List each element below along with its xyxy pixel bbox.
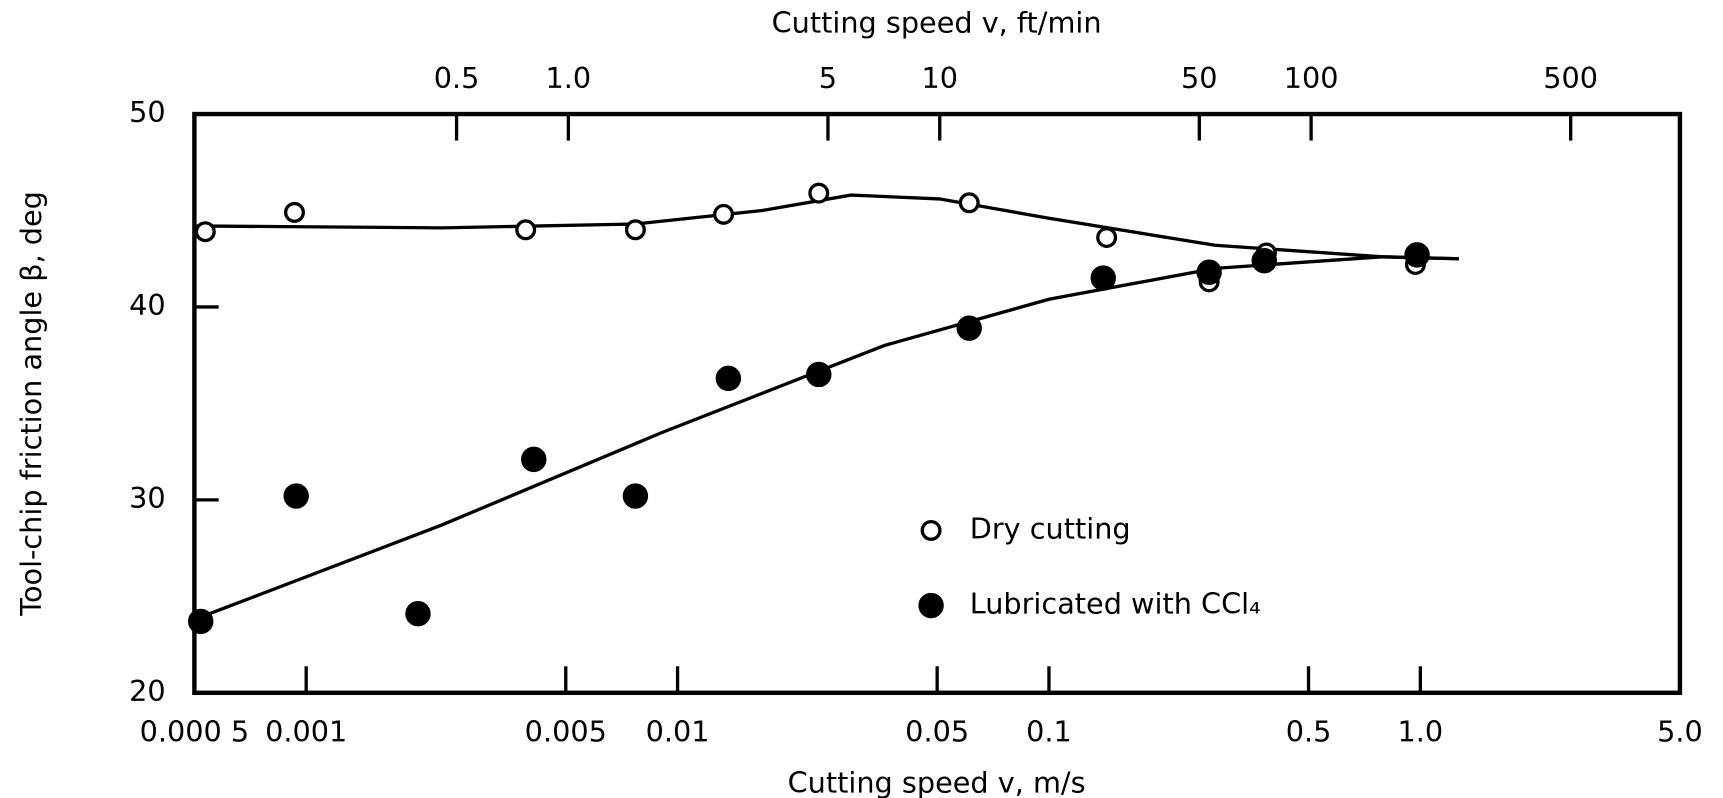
y-tick-label: 50 xyxy=(129,95,166,129)
x2-tick-label: 500 xyxy=(1543,61,1598,95)
x2-axis-label: Cutting speed v, ft/min xyxy=(772,6,1102,40)
x2-tick-label: 5 xyxy=(819,61,837,95)
x2-tick-label: 0.5 xyxy=(434,61,480,95)
data-point xyxy=(624,219,646,241)
data-point xyxy=(806,361,832,388)
legend-marker xyxy=(918,592,944,619)
data-point xyxy=(1251,247,1277,274)
x-tick-label: 0.000 5 xyxy=(140,715,250,749)
data-point xyxy=(808,182,830,204)
fit-curve xyxy=(193,255,1459,622)
data-point xyxy=(405,600,431,627)
data-point xyxy=(1096,227,1118,249)
data-point xyxy=(715,365,742,392)
legend-label: Lubricated with CCl₄ xyxy=(970,587,1261,621)
data-point xyxy=(1404,242,1430,268)
x2-tick-label: 1.0 xyxy=(546,61,592,95)
x-tick-label: 5.0 xyxy=(1657,715,1703,749)
x-tick-label: 0.5 xyxy=(1286,715,1332,749)
x-tick-label: 0.1 xyxy=(1026,715,1072,749)
x-tick-label: 0.001 xyxy=(265,715,347,749)
data-point xyxy=(622,483,649,509)
y-axis-label: Tool-chip friction angle β, deg xyxy=(14,191,48,617)
data-point xyxy=(283,201,305,223)
fit-curve xyxy=(194,193,1459,261)
data-point xyxy=(188,608,214,635)
data-point xyxy=(515,219,537,241)
data-point xyxy=(956,315,982,341)
x-tick-label: 0.05 xyxy=(905,715,969,749)
y-tick-label: 30 xyxy=(129,481,166,515)
x2-tick-label: 100 xyxy=(1284,61,1339,95)
x-axis-label: Cutting speed v, m/s xyxy=(788,765,1086,798)
x-tick-label: 1.0 xyxy=(1398,715,1444,749)
data-point xyxy=(194,221,216,243)
data-point xyxy=(283,483,309,509)
x2-tick-label: 10 xyxy=(921,61,958,95)
x-tick-label: 0.005 xyxy=(525,715,607,749)
data-point xyxy=(521,446,547,473)
y-tick-label: 40 xyxy=(129,288,166,322)
x2-tick-label: 50 xyxy=(1181,61,1218,95)
data-point xyxy=(958,192,980,214)
legend-label: Dry cutting xyxy=(970,511,1131,545)
data-point xyxy=(1090,265,1116,291)
data-point xyxy=(713,203,735,225)
data-point xyxy=(1196,259,1222,285)
y-tick-label: 20 xyxy=(129,674,166,708)
x-tick-label: 0.01 xyxy=(646,715,710,749)
legend-marker xyxy=(920,519,942,541)
